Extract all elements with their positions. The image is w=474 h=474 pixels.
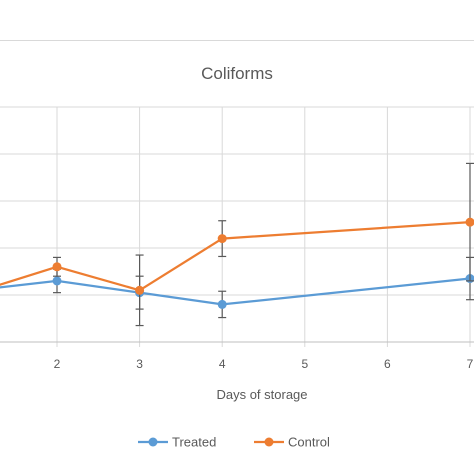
x-tick-label: 6 xyxy=(384,357,391,371)
x-tick-label: 3 xyxy=(136,357,143,371)
legend-label: Control xyxy=(288,435,330,450)
data-point xyxy=(52,262,62,272)
x-axis-title: Days of storage xyxy=(216,387,307,402)
chart-title: Coliforms xyxy=(201,64,273,83)
chart-frame: Coliforms 2 3 4 5 6 7 Days of storage Treated… xyxy=(0,40,474,467)
line-chart: Coliforms 2 3 4 5 6 7 Days of storage Treated… xyxy=(0,64,474,450)
legend-swatch-marker xyxy=(148,437,158,447)
x-tick-label: 7 xyxy=(467,357,474,371)
data-point xyxy=(135,285,145,295)
gridlines xyxy=(0,106,474,343)
series-treated xyxy=(0,256,474,319)
series-control xyxy=(0,162,474,327)
legend-item-control: Control xyxy=(254,435,330,450)
legend-label: Treated xyxy=(172,435,216,450)
data-point xyxy=(52,276,62,286)
data-point xyxy=(217,234,227,244)
x-tick-label: 5 xyxy=(301,357,308,371)
legend: Treated Control xyxy=(138,435,330,450)
x-tick-label: 2 xyxy=(54,357,61,371)
data-point xyxy=(465,217,474,227)
x-tick-label: 4 xyxy=(219,357,226,371)
x-axis-ticks: 2 3 4 5 6 7 xyxy=(54,107,474,371)
legend-item-treated: Treated xyxy=(138,435,216,450)
series-layer xyxy=(0,162,474,327)
legend-swatch-marker xyxy=(264,437,274,447)
series-line xyxy=(0,277,471,306)
data-point xyxy=(217,299,227,309)
